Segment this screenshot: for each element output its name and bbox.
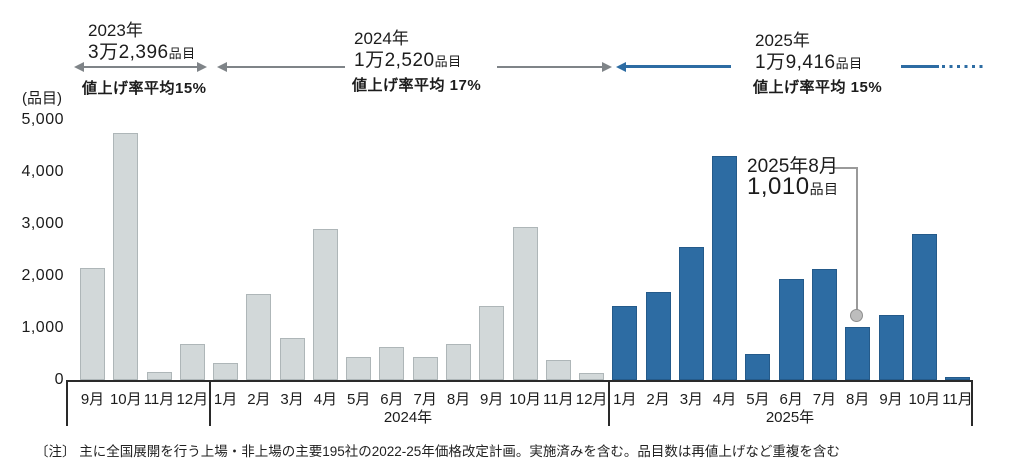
header-2024-count: 1万2,520品目 — [354, 50, 462, 72]
arrow-left-head-icon — [74, 62, 84, 72]
bar-2024-3月 — [279, 338, 305, 380]
arrow-left-head-icon — [217, 62, 227, 72]
bar-2023-12月 — [179, 344, 205, 380]
header-2024-year: 2024年 — [354, 29, 409, 48]
callout-label: 2025年8月 — [747, 156, 838, 177]
header-2023: 2023年 3万2,396品目 — [88, 20, 196, 65]
bar-2024-6月 — [379, 347, 405, 380]
bar-2023-10月 — [113, 133, 139, 380]
arrow-left-head-icon — [616, 62, 626, 72]
y-tick-0: 0 — [54, 371, 64, 388]
callout-connector-vertical — [856, 167, 858, 310]
arrow-right-head-icon — [602, 62, 612, 72]
month-label-2024-10月: 10月 — [509, 391, 541, 408]
month-label-2024-11月: 11月 — [543, 391, 574, 408]
bar-2025-6月 — [778, 279, 804, 380]
bar-2025-11月 — [945, 377, 970, 380]
year-label-2025: 2025年 — [765, 409, 815, 426]
bar-2025-9月 — [878, 315, 904, 380]
y-tick-2,000: 2,000 — [21, 267, 64, 284]
month-label-2025-3月: 3月 — [679, 391, 704, 408]
month-label-2025-1月: 1月 — [613, 391, 637, 408]
month-label-2024-12月: 12月 — [575, 391, 608, 408]
y-tick-3,000: 3,000 — [21, 215, 64, 232]
bar-2024-10月 — [512, 227, 538, 380]
month-label-2025-5月: 5月 — [746, 391, 770, 408]
axis-separator — [608, 380, 610, 426]
year-label-2024: 2024年 — [383, 409, 433, 426]
bar-2025-10月 — [911, 234, 937, 380]
callout-marker-dot — [850, 309, 863, 322]
axis-separator — [971, 380, 973, 426]
month-label-2023-10月: 10月 — [109, 391, 142, 408]
y-tick-1,000: 1,000 — [21, 319, 64, 336]
month-label-2025-10月: 10月 — [908, 391, 941, 408]
bar-2024-11月 — [545, 360, 571, 380]
month-label-2024-6月: 6月 — [380, 391, 404, 408]
bar-2024-8月 — [446, 344, 471, 380]
bar-2024-12月 — [579, 373, 605, 380]
y-tick-5,000: 5,000 — [21, 111, 64, 128]
month-label-2024-9月: 9月 — [480, 391, 504, 408]
bar-2025-1月 — [612, 306, 638, 380]
month-label-2023-9月: 9月 — [80, 391, 105, 408]
header-2023-rate: 値上げ率平均15% — [82, 80, 207, 97]
x-axis-line — [66, 380, 973, 382]
bar-2025-8月 — [845, 327, 871, 380]
header-2023-year: 2023年 — [88, 21, 143, 40]
month-label-2025-7月: 7月 — [812, 391, 837, 408]
header-2025-year: 2025年 — [755, 31, 810, 50]
bar-2025-7月 — [811, 269, 837, 380]
y-tick-4,000: 4,000 — [21, 163, 64, 180]
month-label-2025-8月: 8月 — [846, 391, 870, 408]
footnote: 〔注〕 主に全国展開を行う上場・非上場の主要195社の2022-25年価格改定計… — [35, 444, 840, 459]
bar-2024-2月 — [246, 294, 272, 380]
bar-2025-5月 — [745, 354, 771, 380]
month-label-2024-4月: 4月 — [313, 391, 338, 408]
bar-2024-9月 — [479, 306, 505, 380]
month-label-2023-11月: 11月 — [143, 391, 175, 408]
bar-2023-11月 — [146, 372, 172, 380]
callout-value: 1,010品目 — [747, 173, 839, 200]
month-label-2025-11月: 11月 — [942, 391, 973, 408]
month-label-2024-5月: 5月 — [347, 391, 371, 408]
month-label-2024-7月: 7月 — [413, 391, 437, 408]
month-label-2025-2月: 2月 — [646, 391, 670, 408]
bar-2025-2月 — [645, 292, 671, 380]
bar-2024-5月 — [346, 357, 372, 380]
arrow-right-head-icon — [197, 62, 207, 72]
axis-separator — [66, 380, 68, 426]
month-label-2025-9月: 9月 — [879, 391, 903, 408]
month-label-2024-1月: 1月 — [213, 391, 238, 408]
month-label-2024-3月: 3月 — [280, 391, 304, 408]
header-2025: 2025年 1万9,416品目 — [755, 30, 863, 75]
bar-2024-1月 — [213, 363, 239, 380]
header-2025-rate: 値上げ率平均 15% — [753, 79, 883, 96]
dotted-continuation-line — [942, 65, 984, 68]
callout-connector-horizontal — [834, 167, 857, 169]
month-label-2024-2月: 2月 — [247, 391, 271, 408]
bar-2024-7月 — [412, 357, 438, 380]
month-label-2023-12月: 12月 — [176, 391, 209, 408]
header-2025-count: 1万9,416品目 — [755, 52, 863, 74]
bar-2025-4月 — [712, 156, 738, 380]
y-axis-unit-label: (品目) — [22, 90, 62, 107]
bar-2025-3月 — [678, 247, 704, 380]
month-label-2024-8月: 8月 — [446, 391, 471, 408]
header-2024-rate: 値上げ率平均 17% — [352, 77, 482, 94]
bar-2023-9月 — [80, 268, 105, 380]
header-2024: 2024年 1万2,520品目 — [354, 28, 462, 73]
month-label-2025-4月: 4月 — [712, 391, 737, 408]
axis-separator — [209, 380, 211, 426]
month-label-2025-6月: 6月 — [779, 391, 803, 408]
header-2023-count: 3万2,396品目 — [88, 42, 196, 64]
bar-2024-4月 — [312, 229, 338, 380]
